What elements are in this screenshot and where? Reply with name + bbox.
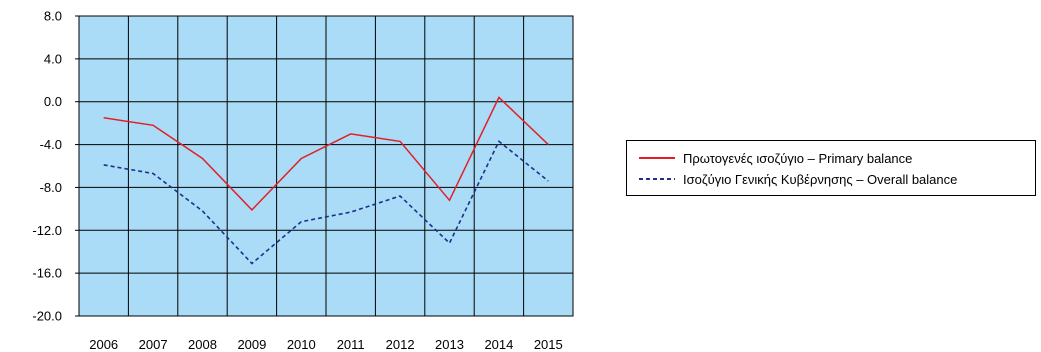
series-lines bbox=[103, 96, 549, 265]
x-tick-label: 2012 bbox=[386, 337, 415, 352]
y-tick-label: -12.0 bbox=[32, 223, 62, 238]
x-tick-label: 2007 bbox=[139, 337, 168, 352]
x-tick-label: 2015 bbox=[534, 337, 563, 352]
y-tick-label: 0.0 bbox=[44, 94, 62, 109]
legend-swatch-overall bbox=[639, 178, 675, 180]
y-tick-label: -20.0 bbox=[32, 309, 62, 324]
legend-swatch-primary bbox=[639, 157, 675, 159]
series-line-overall-balance bbox=[103, 140, 549, 265]
x-tick-label: 2009 bbox=[237, 337, 266, 352]
legend-label-primary: Πρωτογενές ισοζύγιο – Primary balance bbox=[683, 150, 913, 166]
y-tick-label: -8.0 bbox=[40, 180, 62, 195]
y-tick-label: -4.0 bbox=[40, 137, 62, 152]
y-tick-label: -16.0 bbox=[32, 266, 62, 281]
legend: Πρωτογενές ισοζύγιο – Primary balance Ισ… bbox=[626, 140, 1036, 196]
x-axis-tick-labels: 2006 2007 2008 2009 2010 2011 2012 2013 2014 2015 bbox=[89, 337, 563, 352]
grid-lines bbox=[75, 15, 573, 317]
x-tick-label: 2014 bbox=[484, 337, 513, 352]
x-tick-label: 2006 bbox=[89, 337, 118, 352]
y-tick-label: 4.0 bbox=[44, 51, 62, 66]
x-tick-label: 2010 bbox=[287, 337, 316, 352]
x-tick-label: 2011 bbox=[337, 337, 365, 352]
legend-item-overall: Ισοζύγιο Γενικής Κυβέρνησης – Overall ba… bbox=[639, 170, 957, 188]
x-tick-label: 2013 bbox=[435, 337, 464, 352]
x-tick-label: 2008 bbox=[188, 337, 217, 352]
series-line-primary-balance bbox=[103, 96, 549, 211]
y-tick-label: 8.0 bbox=[44, 9, 62, 24]
y-axis-tick-labels: 8.0 4.0 0.0 -4.0 -8.0 -12.0 -16.0 -20.0 bbox=[32, 9, 62, 324]
legend-item-primary: Πρωτογενές ισοζύγιο – Primary balance bbox=[639, 149, 912, 167]
legend-label-overall: Ισοζύγιο Γενικής Κυβέρνησης – Overall ba… bbox=[683, 171, 958, 187]
